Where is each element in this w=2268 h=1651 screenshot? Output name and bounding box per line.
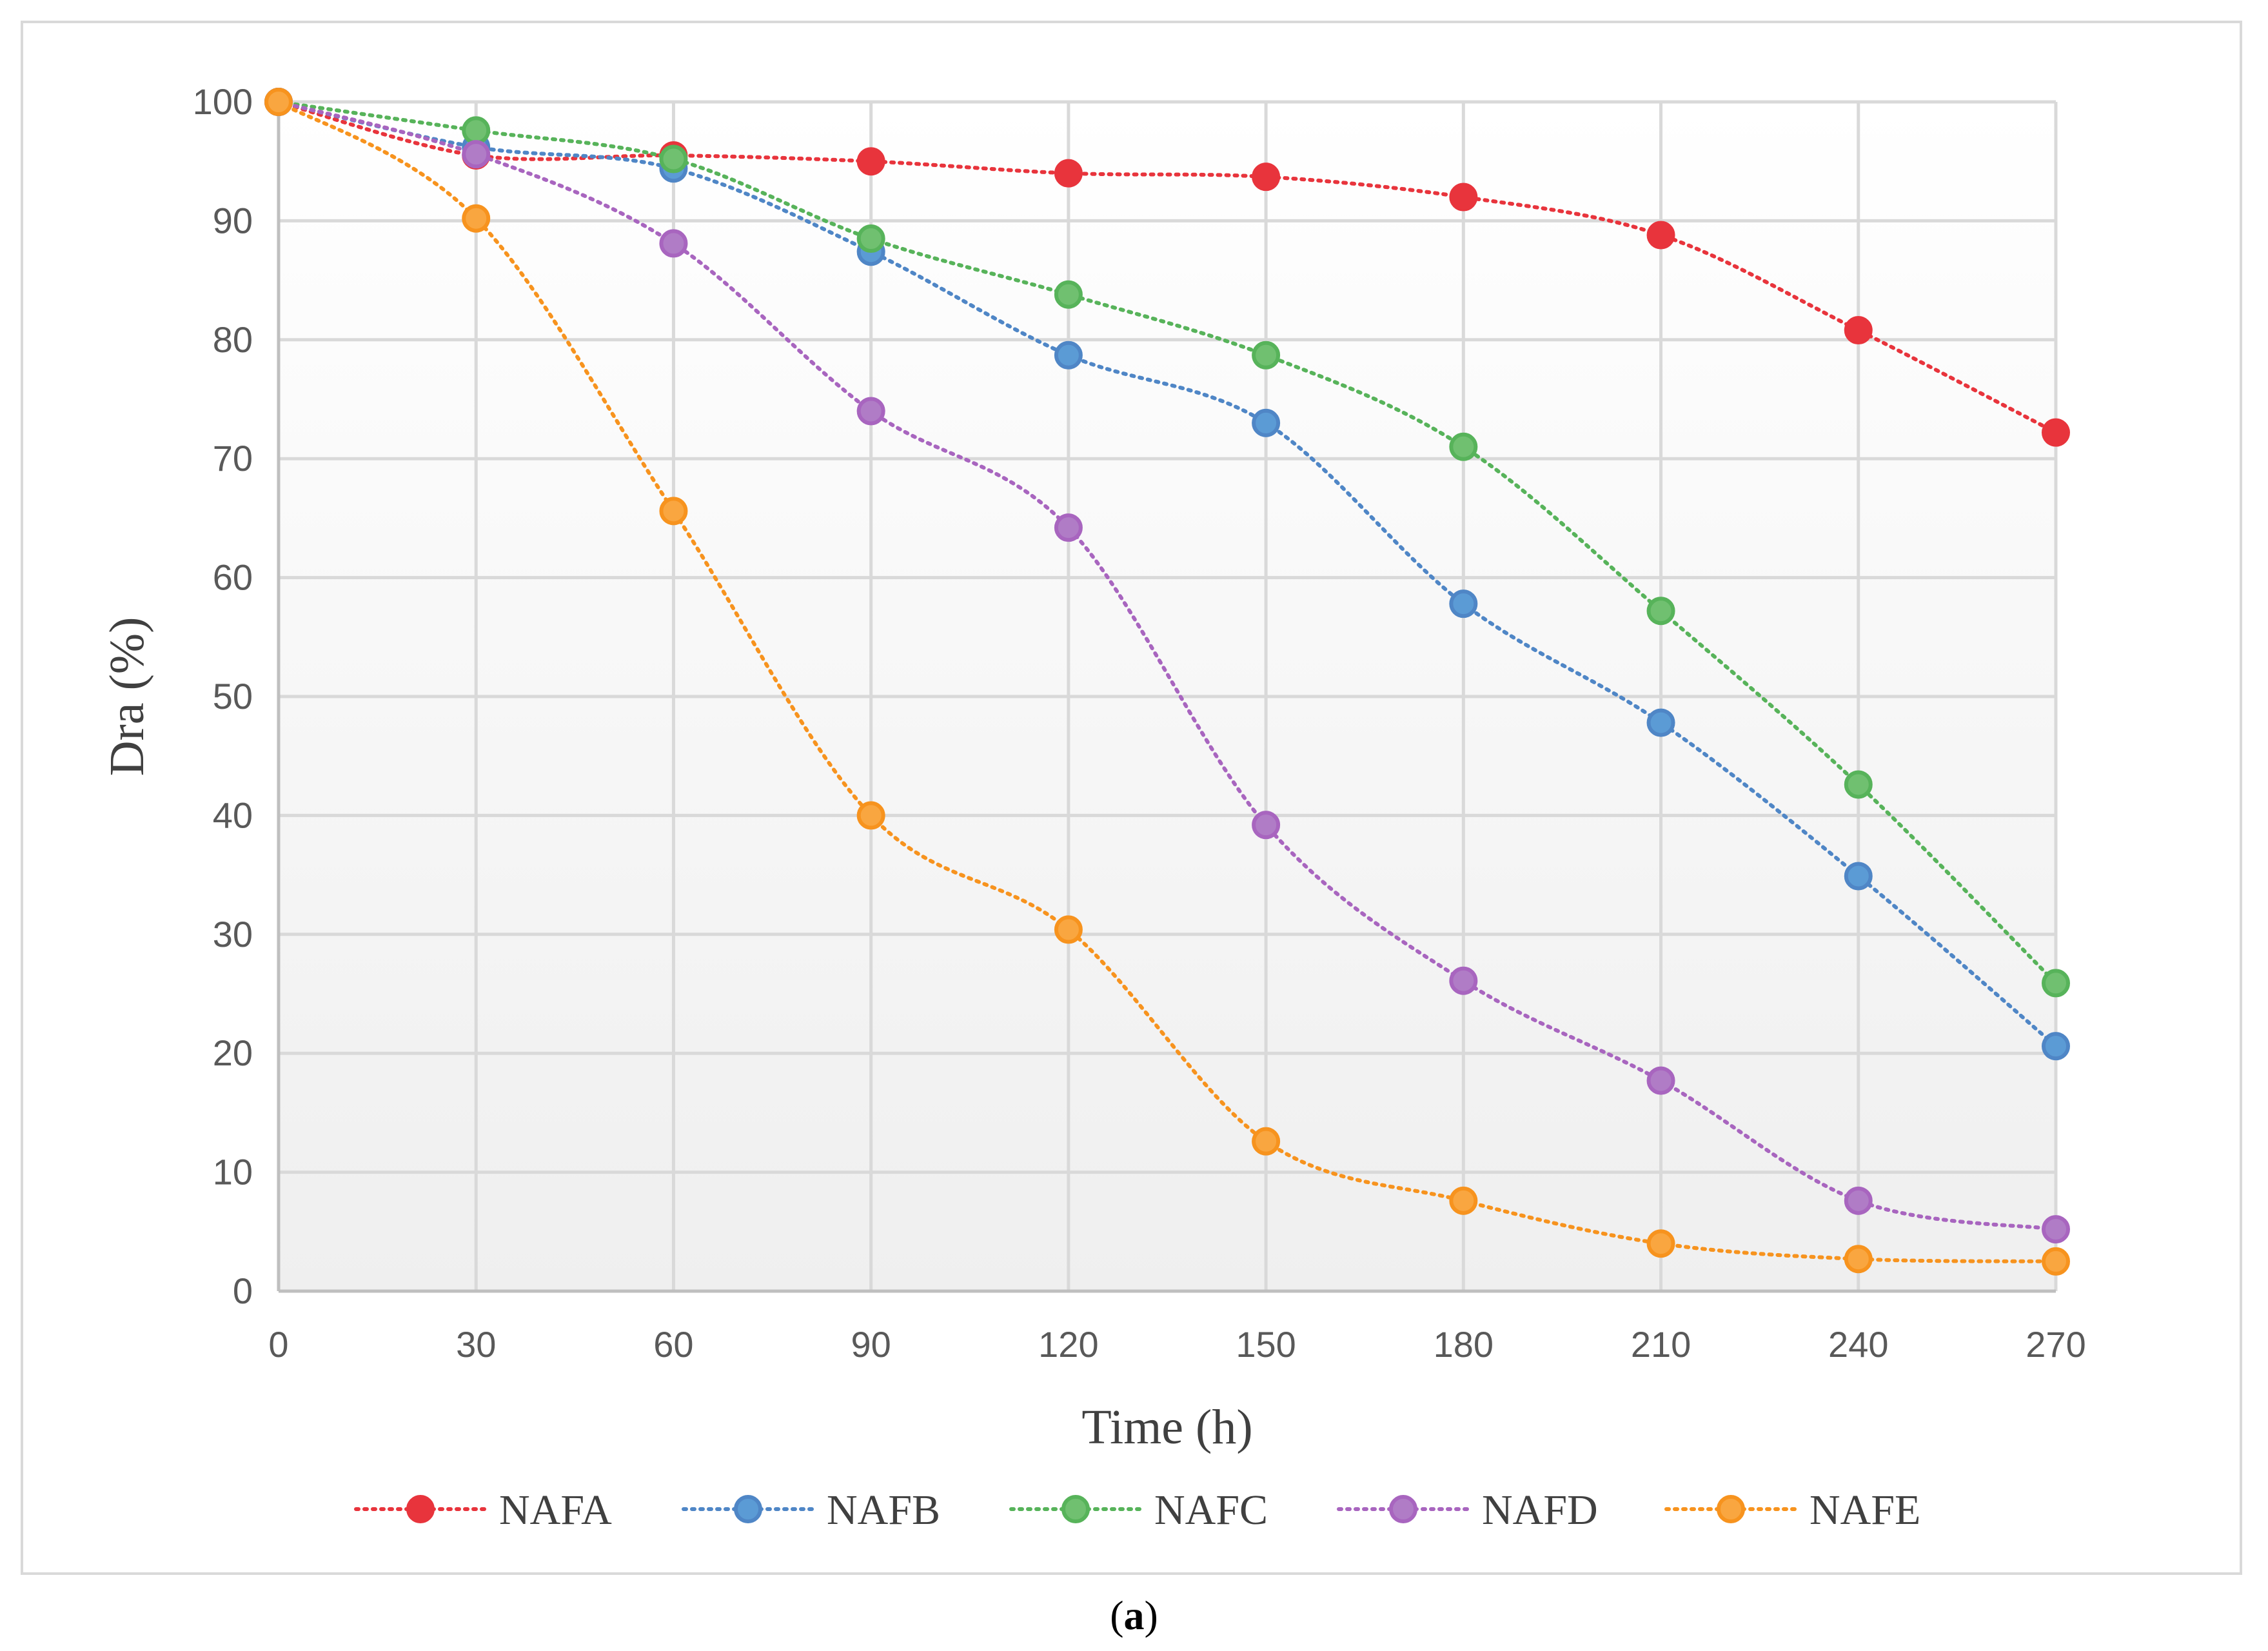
data-point-nafc	[659, 144, 688, 173]
data-point-nafa	[856, 147, 885, 176]
legend-marker	[406, 1495, 435, 1523]
y-tick-label: 10	[213, 1152, 253, 1192]
legend-label: NAFA	[499, 1487, 612, 1534]
y-axis-title: Dra (%)	[100, 617, 154, 776]
series-line-nafa	[277, 100, 2058, 435]
legend-item-nafc: NAFC	[1009, 1487, 1268, 1534]
series-nafe	[264, 88, 2070, 1276]
series-line-nafd	[277, 100, 2058, 1232]
data-point-nafa	[1252, 163, 1281, 192]
data-point-nafd	[1449, 966, 1478, 995]
data-point-nafc	[2042, 969, 2070, 998]
data-point-nafd	[1646, 1066, 1675, 1095]
y-tick-label: 20	[213, 1033, 253, 1073]
data-point-nafc	[1449, 432, 1478, 461]
data-point-nafa	[1844, 316, 1873, 345]
x-tick-label: 120	[1038, 1324, 1098, 1365]
data-point-nafc	[462, 116, 491, 145]
x-tick-label: 90	[851, 1324, 891, 1365]
gridlines	[277, 100, 2058, 1293]
data-point-nafb	[2042, 1032, 2070, 1061]
caption-label: a	[1123, 1592, 1145, 1638]
y-tick-label: 40	[213, 795, 253, 835]
data-point-nafe	[659, 497, 688, 526]
data-point-nafe	[1252, 1127, 1281, 1156]
data-point-nafe	[856, 801, 885, 830]
data-point-nafa	[1054, 159, 1083, 188]
x-tick-label: 30	[456, 1324, 496, 1365]
legend: NAFA NAFB NAFC NAFD NAFE	[354, 1487, 1920, 1534]
y-tick-label: 60	[213, 557, 253, 598]
series-line-nafe	[277, 100, 2058, 1263]
data-point-nafd	[856, 397, 885, 426]
legend-label: NAFC	[1154, 1487, 1268, 1534]
x-tick-label: 270	[2026, 1324, 2086, 1365]
data-point-nafd	[1844, 1186, 1873, 1215]
series-line-nafb	[277, 100, 2058, 1049]
series-line-nafc	[277, 100, 2058, 985]
data-point-nafe	[462, 204, 491, 233]
y-tick-label: 100	[193, 81, 253, 122]
x-tick-label: 150	[1236, 1324, 1296, 1365]
y-tick-label: 90	[213, 200, 253, 241]
data-point-nafa	[1449, 183, 1478, 212]
data-point-nafd	[2042, 1215, 2070, 1244]
series-nafc	[264, 88, 2070, 998]
legend-item-nafa: NAFA	[354, 1487, 612, 1534]
x-tick-label: 0	[268, 1324, 288, 1365]
x-tick-label: 240	[1828, 1324, 1888, 1365]
data-point-nafd	[1054, 513, 1083, 542]
legend-marker	[1717, 1495, 1745, 1523]
data-point-nafb	[1252, 408, 1281, 437]
data-point-nafb	[1054, 341, 1083, 370]
axes: 0 10 20 30 40 50 60 70 80 90 100 0 30 60 90 120 150 180 21…	[193, 81, 2086, 1365]
data-point-nafe	[1449, 1186, 1478, 1215]
data-point-nafe	[2042, 1247, 2070, 1276]
legend-item-nafb: NAFB	[682, 1487, 940, 1534]
legend-marker	[1389, 1495, 1417, 1523]
x-tick-label: 180	[1434, 1324, 1494, 1365]
legend-label: NAFE	[1809, 1487, 1920, 1534]
legend-marker	[734, 1495, 762, 1523]
data-point-nafe	[1844, 1245, 1873, 1274]
data-point-nafd	[462, 140, 491, 169]
legend-marker	[1061, 1495, 1090, 1523]
data-point-nafb	[1449, 589, 1478, 618]
data-point-nafa	[1646, 221, 1675, 250]
x-tick-label: 210	[1631, 1324, 1691, 1365]
series-layer	[264, 88, 2070, 1276]
y-tick-label: 80	[213, 319, 253, 360]
x-tick-label: 60	[653, 1324, 693, 1365]
legend-label: NAFD	[1482, 1487, 1598, 1534]
y-tick-label: 30	[213, 914, 253, 954]
legend-item-nafe: NAFE	[1664, 1487, 1920, 1534]
data-point-nafd	[1252, 811, 1281, 840]
legend-label: NAFB	[827, 1487, 940, 1534]
y-tick-label: 70	[213, 438, 253, 479]
data-point-nafc	[1252, 341, 1281, 370]
legend-item-nafd: NAFD	[1337, 1487, 1598, 1534]
data-point-nafc	[1054, 280, 1083, 309]
data-point-nafc	[856, 224, 885, 253]
x-axis-title: Time (h)	[1081, 1400, 1252, 1454]
data-point-nafa	[2042, 418, 2070, 447]
data-point-nafd	[659, 229, 688, 258]
line-chart: 0 10 20 30 40 50 60 70 80 90 100 0 30 60 90 120 150 180 21…	[100, 81, 2086, 1534]
data-point-nafb	[1844, 862, 1873, 891]
data-point-nafb	[1646, 708, 1675, 737]
figure-caption: (a)	[1110, 1592, 1158, 1638]
y-tick-label: 50	[213, 676, 253, 717]
data-point-nafe	[1054, 915, 1083, 944]
data-point-nafe	[264, 88, 293, 116]
data-point-nafe	[1646, 1229, 1675, 1258]
data-point-nafc	[1844, 770, 1873, 799]
data-point-nafc	[1646, 597, 1675, 626]
y-tick-label: 0	[233, 1270, 253, 1311]
